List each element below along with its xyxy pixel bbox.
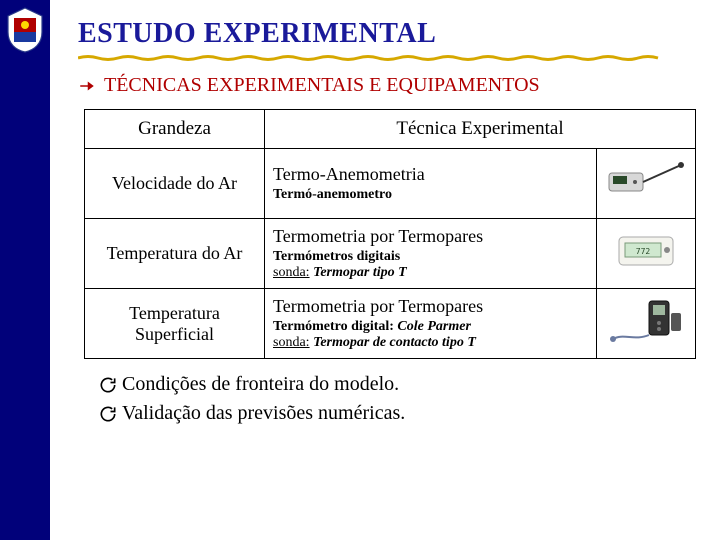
bullet-list: Condições de fronteira do modelo. Valida… [98,373,698,425]
table-header-row: Grandeza Técnica Experimental [85,110,696,149]
pointing-hand-icon [78,77,96,95]
bullet-text: Condições de fronteira do modelo. [122,373,399,396]
org-crest-logo [4,6,46,54]
slide-content: ESTUDO EXPERIMENTAL TÉCNICAS EXPERIMENTA… [50,0,720,540]
list-item: Validação das previsões numéricas. [98,402,698,425]
grandeza-text: Temperatura Superficial [129,303,220,344]
cell-tecnica: Termometria por Termopares Termómetro di… [265,289,597,359]
tech-sub-label: sonda: [273,335,310,350]
cell-tecnica: Termometria por Termopares Termómetros d… [265,219,597,289]
table-row: Velocidade do Ar Termo-Anemometria Termó… [85,149,696,219]
cell-grandeza: Temperatura Superficial [85,289,265,359]
title-underline [78,54,698,60]
cell-device [597,289,696,359]
slide-title: ESTUDO EXPERIMENTAL [78,18,698,50]
cell-grandeza: Velocidade do Ar [85,149,265,219]
table-row: Temperatura Superficial Termometria por … [85,289,696,359]
tech-sub: Termómetros digitais sonda: Termopar tip… [273,249,588,281]
cell-device [597,149,696,219]
tech-sub: Termó-anemometro [273,187,588,203]
surface-probe-icon [605,295,687,347]
tech-head: Termo-Anemometria [273,164,588,185]
subtitle-text: TÉCNICAS EXPERIMENTAIS E EQUIPAMENTOS [104,74,540,97]
list-item: Condições de fronteira do modelo. [98,373,698,396]
anemometer-icon [605,155,687,207]
cell-device: 772 [597,219,696,289]
table-row: Temperatura do Ar Termometria por Termop… [85,219,696,289]
tech-sub-sonda: Termopar tipo T [313,265,407,280]
tech-sub-em: Cole Parmer [397,319,471,334]
circular-arrow-icon [98,404,118,424]
tech-head: Termometria por Termopares [273,296,588,317]
header-grandeza: Grandeza [85,110,265,149]
tech-sub: Termómetro digital: Cole Parmer sonda: T… [273,319,588,351]
tech-sub-sonda: Termopar de contacto tipo T [313,335,476,350]
tech-sub-plain: Termó-anemometro [273,187,392,202]
svg-text:772: 772 [636,247,651,256]
tech-sub-label: sonda: [273,265,310,280]
tech-sub-plain: Termómetros digitais [273,249,400,264]
cell-tecnica: Termo-Anemometria Termó-anemometro [265,149,597,219]
bullet-text: Validação das previsões numéricas. [122,402,405,425]
tech-head: Termometria por Termopares [273,226,588,247]
cell-grandeza: Temperatura do Ar [85,219,265,289]
section-subtitle: TÉCNICAS EXPERIMENTAIS E EQUIPAMENTOS [78,74,698,97]
header-tecnica: Técnica Experimental [265,110,696,149]
tech-sub-prefix: Termómetro digital: [273,319,394,334]
circular-arrow-icon [98,375,118,395]
techniques-table: Grandeza Técnica Experimental Velocidade… [84,109,696,359]
thermometer-icon: 772 [605,225,687,277]
